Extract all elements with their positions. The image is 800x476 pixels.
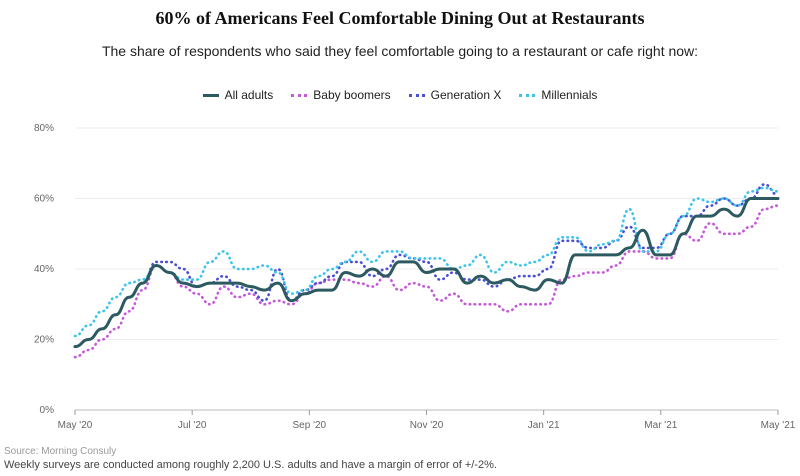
chart-subtitle: The share of respondents who said they f…	[101, 43, 699, 59]
x-tick-label: May '21	[761, 420, 796, 431]
legend-label-millennials: Millennials	[541, 88, 598, 102]
legend-swatch-generation-x	[408, 93, 425, 97]
x-tick-label: Mar '21	[644, 420, 677, 431]
x-tick-label: Nov '20	[410, 420, 444, 431]
source-note: Source: Morning Consuly	[4, 446, 117, 457]
y-tick-label: 60%	[34, 194, 54, 205]
x-tick-label: Sep '20	[293, 420, 327, 431]
legend-swatch-baby-boomers	[291, 93, 308, 97]
y-tick-label: 20%	[34, 335, 54, 346]
legend-item-generation-x[interactable]: Generation X	[408, 88, 502, 102]
legend-item-all-adults[interactable]: All adults	[202, 88, 274, 102]
methodology-note: Weekly surveys are conducted among rough…	[4, 459, 497, 471]
legend-swatch-all-adults	[202, 93, 219, 97]
x-tick-label: May '20	[58, 420, 93, 431]
legend-item-baby-boomers[interactable]: Baby boomers	[291, 88, 391, 102]
series-line-all-adults	[73, 197, 780, 349]
series-line-millennials	[73, 186, 780, 338]
legend-item-millennials[interactable]: Millennials	[519, 88, 597, 102]
legend-label-baby-boomers: Baby boomers	[313, 88, 391, 102]
legend-label-all-adults: All adults	[224, 88, 274, 102]
y-tick-label: 80%	[34, 123, 54, 134]
x-tick-label: Jan '21	[528, 420, 560, 431]
y-tick-label: 0%	[40, 405, 55, 416]
series-line-generation-x	[73, 183, 780, 348]
legend: All adults Baby boomers Generation X Mil…	[0, 88, 800, 102]
legend-swatch-millennials	[519, 93, 536, 97]
legend-label-generation-x: Generation X	[430, 88, 502, 102]
y-tick-label: 40%	[34, 264, 54, 275]
x-tick-label: Jul '20	[178, 420, 207, 431]
chart-title: 60% of Americans Feel Comfortable Dining…	[155, 8, 645, 28]
